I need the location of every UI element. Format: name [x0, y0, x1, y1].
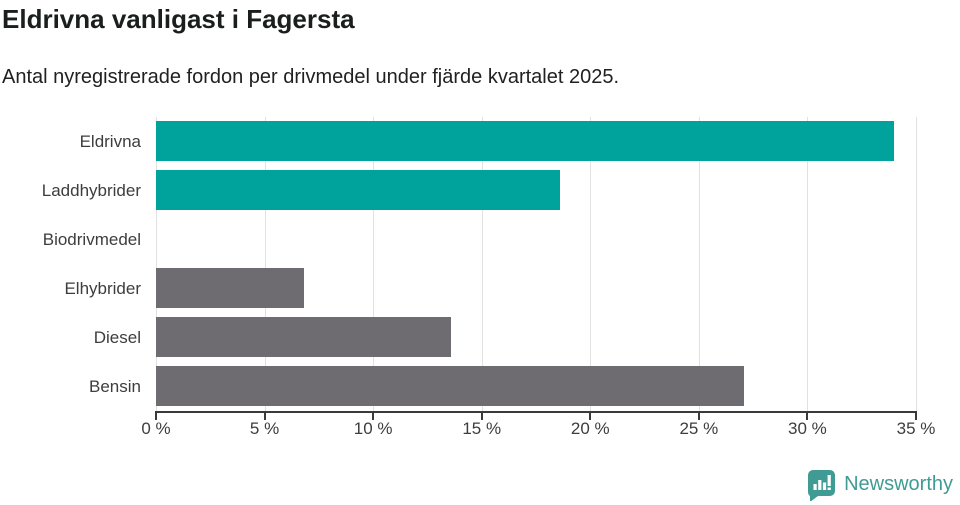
- bar-row: [156, 313, 916, 362]
- bar-row: [156, 362, 916, 411]
- plot-area: [156, 117, 917, 411]
- x-axis-tick: [806, 413, 809, 420]
- bar-diesel: [156, 317, 452, 357]
- x-axis-tick: [480, 413, 483, 420]
- brand-name: Newsworthy: [844, 473, 953, 495]
- grid-line: [590, 117, 592, 411]
- grid-line: [916, 117, 917, 411]
- category-label: Laddhybrider: [41, 181, 141, 200]
- x-axis-tick: [372, 413, 375, 420]
- bar-elhybrider: [156, 268, 304, 308]
- x-axis-tick: [915, 413, 917, 420]
- category-label: Elhybrider: [64, 279, 141, 298]
- x-axis-tick: [155, 413, 157, 420]
- grid-line: [264, 117, 266, 411]
- x-tick-label: 0 %: [141, 419, 171, 438]
- grid-line: [698, 117, 700, 411]
- grid-line: [373, 117, 375, 411]
- x-axis-tick: [589, 413, 592, 420]
- x-tick-label: 5 %: [249, 419, 280, 438]
- bar-bensin: [156, 366, 745, 406]
- newsworthy-logo-icon: [808, 470, 836, 501]
- x-tick-label: 15 %: [462, 419, 502, 438]
- bar-laddhybrider: [156, 170, 560, 210]
- bar-row: [156, 215, 916, 264]
- bar-chart: Eldrivna Laddhybrider Biodrivmedel Elhybrid…: [0, 117, 936, 438]
- x-axis-tick: [697, 413, 700, 420]
- category-label: Bensin: [89, 377, 141, 396]
- chart-subtitle: Antal nyregistrerade fordon per drivmede…: [2, 66, 620, 88]
- x-axis-line: [155, 411, 917, 413]
- x-tick-label: 10 %: [353, 419, 393, 438]
- x-tick-label: 30 %: [788, 419, 827, 438]
- x-tick-label: 25 %: [679, 419, 719, 438]
- category-label: Eldrivna: [79, 132, 141, 151]
- grid-line: [481, 117, 483, 411]
- x-tick-label: 20 %: [570, 419, 610, 438]
- category-axis: Eldrivna Laddhybrider Biodrivmedel Elhybrid…: [0, 117, 141, 411]
- bar-eldrivna: [156, 121, 895, 161]
- x-tick-label: 35 %: [896, 419, 936, 438]
- category-label: Diesel: [93, 328, 141, 347]
- bar-row: [156, 117, 916, 166]
- bar-row: [156, 166, 916, 215]
- bar-row: [156, 264, 916, 313]
- grid-line: [807, 117, 809, 411]
- category-label: Biodrivmedel: [42, 230, 141, 249]
- chart-title: Eldrivna vanligast i Fagersta: [2, 4, 355, 34]
- brand-footer: Newsworthy: [805, 468, 953, 501]
- x-axis-tick: [263, 413, 266, 420]
- grid-line: [156, 117, 157, 411]
